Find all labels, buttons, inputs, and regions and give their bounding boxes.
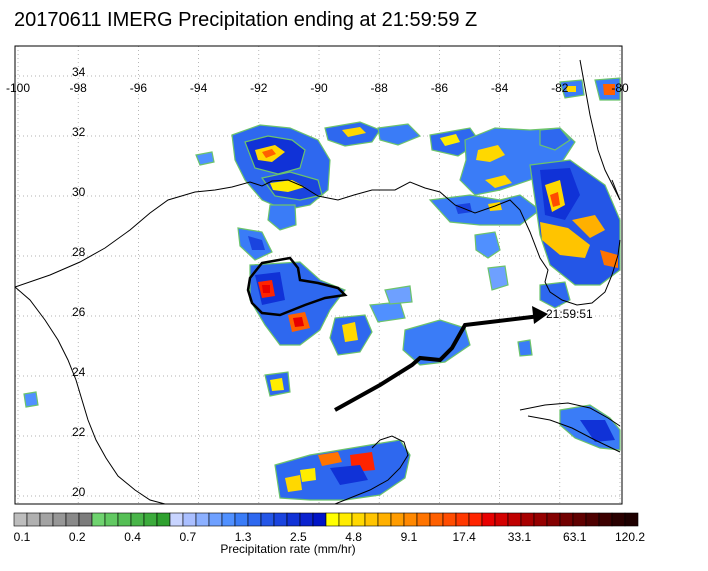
colorbar-swatch [65, 512, 80, 527]
latitude-labels: 34 32 30 28 26 24 22 20 [72, 65, 86, 499]
latitude-label: 20 [72, 485, 86, 499]
colorbar-swatch [247, 512, 262, 527]
colorbar-swatch [507, 512, 522, 527]
colorbar-swatch [390, 512, 405, 527]
colorbar-swatch [481, 512, 496, 527]
colorbar-tick-label: 0.7 [179, 530, 196, 544]
colorbar-swatch [494, 512, 509, 527]
colorbar-swatch [117, 512, 132, 527]
colorbar-tick-label: 4.8 [345, 530, 362, 544]
colorbar-swatch [52, 512, 67, 527]
colorbar-tick-label: 33.1 [508, 530, 532, 544]
colorbar-swatch [169, 512, 184, 527]
latitude-label: 34 [72, 65, 86, 79]
colorbar-swatch [182, 512, 197, 527]
coastlines [15, 59, 621, 504]
colorbar-swatch [442, 512, 457, 527]
latitude-label: 28 [72, 245, 86, 259]
colorbar-swatch [78, 512, 93, 527]
colorbar-tick-label: 9.1 [401, 530, 418, 544]
latitude-label: 24 [72, 365, 86, 379]
precipitation-field [23, 77, 621, 501]
colorbar-swatch [546, 512, 561, 527]
colorbar-swatch [351, 512, 366, 527]
longitude-label: -86 [431, 81, 449, 95]
longitude-label: -88 [371, 81, 389, 95]
colorbar-swatch [273, 512, 288, 527]
colorbar-swatch [611, 512, 626, 527]
colorbar-label: Precipitation rate (mm/hr) [220, 542, 355, 556]
longitude-label: -80 [611, 81, 629, 95]
colorbar-swatch [585, 512, 600, 527]
track-time-label: 21:59:51 [546, 307, 593, 321]
longitude-label: -98 [70, 81, 88, 95]
colorbar-swatch [156, 512, 171, 527]
latitude-label: 26 [72, 305, 86, 319]
colorbar-swatch [286, 512, 301, 527]
colorbar-swatch [221, 512, 236, 527]
longitude-label: -84 [491, 81, 509, 95]
map-plot-area [15, 46, 622, 504]
satellite-track [334, 306, 548, 412]
colorbar-tick-label: 120.2 [615, 530, 645, 544]
colorbar-swatch [13, 512, 28, 527]
colorbar-swatch [559, 512, 574, 527]
colorbar-swatch [208, 512, 223, 527]
map-frame [14, 45, 623, 505]
grid-lines [15, 46, 622, 504]
colorbar-tick-label: 1.3 [235, 530, 252, 544]
colorbar-swatch [312, 512, 327, 527]
colorbar [13, 512, 639, 527]
colorbar-swatch [143, 512, 158, 527]
colorbar-swatch [338, 512, 353, 527]
longitude-label: -100 [6, 81, 30, 95]
colorbar-swatch [377, 512, 392, 527]
longitude-label: -96 [130, 81, 148, 95]
latitude-label: 30 [72, 185, 86, 199]
latitude-label: 32 [72, 125, 86, 139]
colorbar-tick-label: 2.5 [290, 530, 307, 544]
colorbar-swatch [455, 512, 470, 527]
colorbar-tick-label: 63.1 [563, 530, 587, 544]
colorbar-tick-label: 0.1 [14, 530, 31, 544]
colorbar-tick-labels: 0.1 0.2 0.4 0.7 1.3 2.5 4.8 9.1 17.4 33.1 63.1 120.… [14, 530, 646, 544]
colorbar-swatch [299, 512, 314, 527]
colorbar-tick-label: 17.4 [453, 530, 477, 544]
colorbar-swatch [104, 512, 119, 527]
colorbar-swatch [468, 512, 483, 527]
colorbar-swatch [416, 512, 431, 527]
colorbar-swatch [325, 512, 340, 527]
longitude-label: -92 [250, 81, 268, 95]
colorbar-tick-label: 0.4 [124, 530, 141, 544]
latitude-label: 22 [72, 425, 86, 439]
longitude-label: -82 [551, 81, 569, 95]
colorbar-swatch [403, 512, 418, 527]
colorbar-swatch [130, 512, 145, 527]
colorbar-swatch [364, 512, 379, 527]
longitude-label: -90 [310, 81, 328, 95]
colorbar-swatch [598, 512, 613, 527]
colorbar-swatch [572, 512, 587, 527]
colorbar-swatch [91, 512, 106, 527]
colorbar-swatch [234, 512, 249, 527]
colorbar-swatch [260, 512, 275, 527]
colorbar-tick-label: 0.2 [69, 530, 86, 544]
colorbar-swatch [39, 512, 54, 527]
storm-contour [246, 256, 348, 317]
longitude-label: -94 [190, 81, 208, 95]
longitude-labels: -100 -98 -96 -94 -92 -90 -88 -86 -84 -82 -80 [6, 81, 629, 95]
colorbar-swatch [533, 512, 548, 527]
colorbar-swatch [26, 512, 41, 527]
colorbar-swatch [520, 512, 535, 527]
map-title: 20170611 IMERG Precipitation ending at 2… [14, 9, 478, 31]
colorbar-swatch [429, 512, 444, 527]
colorbar-swatch [624, 512, 639, 527]
colorbar-swatch [195, 512, 210, 527]
